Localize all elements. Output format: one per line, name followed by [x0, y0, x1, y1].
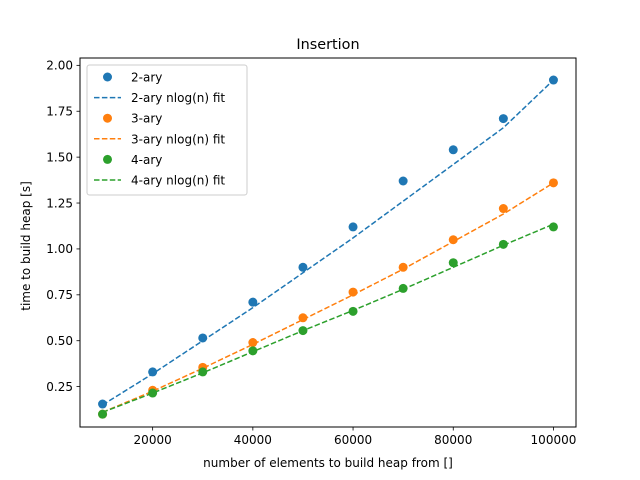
- data-point-2-ary: [248, 297, 258, 307]
- data-point-2-ary: [548, 75, 558, 85]
- legend-swatch-3-ary: [103, 113, 112, 123]
- legend-swatch-4-ary: [103, 154, 112, 164]
- legend-label: 4-ary: [131, 153, 162, 167]
- legend: 2-ary 2-ary nlog(n) fit 3-ary 3-ary nlog(n)…: [86, 64, 248, 196]
- x-tick-label: 100000: [531, 433, 577, 447]
- fit-line-3-ary-nlog-n-fit: [102, 182, 554, 414]
- legend-swatch-2-ary: [103, 72, 112, 82]
- plot-frame: [79, 57, 577, 428]
- y-tick-label: 0.25: [46, 380, 73, 394]
- y-tick-label: 1.25: [46, 196, 73, 210]
- data-point-2-ary: [398, 176, 408, 186]
- data-point-4-ary: [148, 388, 158, 398]
- data-point-3-ary: [448, 235, 458, 245]
- data-point-4-ary: [398, 283, 408, 293]
- x-axis-label: number of elements to build heap from []: [203, 456, 453, 470]
- data-point-4-ary: [248, 346, 258, 356]
- y-axis-label: time to build heap [s]: [19, 181, 33, 311]
- data-point-3-ary: [548, 178, 558, 188]
- data-point-2-ary: [298, 262, 308, 272]
- plot-marks: [98, 75, 558, 419]
- fit-line-4-ary-nlog-n-fit: [102, 223, 554, 414]
- fit-line-2-ary-nlog-n-fit: [102, 79, 554, 406]
- x-tick-label: 20000: [134, 433, 172, 447]
- y-tick-label: 1.75: [46, 105, 73, 119]
- y-tick-label: 0.50: [46, 334, 73, 348]
- y-tick-label: 0.75: [46, 288, 73, 302]
- data-point-2-ary: [448, 145, 458, 155]
- data-point-2-ary: [348, 222, 358, 232]
- legend-label: 2-ary nlog(n) fit: [131, 91, 225, 105]
- legend-box: [86, 64, 248, 196]
- x-axis-ticks: 20000 40000 60000 80000 100000: [134, 427, 577, 447]
- chart-title: Insertion: [296, 37, 359, 53]
- x-tick-label: 60000: [334, 433, 372, 447]
- x-tick-label: 40000: [234, 433, 272, 447]
- legend-label: 3-ary nlog(n) fit: [131, 132, 225, 146]
- y-axis-ticks: 0.25 0.50 0.75 1.00 1.25 1.50 1.75 2.00: [46, 59, 80, 394]
- legend-label: 3-ary: [131, 112, 162, 126]
- legend-label: 2-ary: [131, 71, 162, 85]
- x-tick-label: 80000: [434, 433, 472, 447]
- data-point-2-ary: [98, 399, 108, 409]
- data-point-3-ary: [498, 204, 508, 214]
- y-tick-label: 1.00: [46, 242, 73, 256]
- data-point-2-ary: [148, 367, 158, 377]
- data-point-3-ary: [398, 262, 408, 272]
- data-point-2-ary: [198, 333, 208, 343]
- data-point-4-ary: [548, 222, 558, 232]
- legend-label: 4-ary nlog(n) fit: [131, 174, 225, 188]
- data-point-2-ary: [498, 114, 508, 124]
- data-point-4-ary: [348, 306, 358, 316]
- y-tick-label: 2.00: [46, 59, 73, 73]
- data-point-4-ary: [448, 258, 458, 268]
- y-tick-label: 1.50: [46, 150, 73, 164]
